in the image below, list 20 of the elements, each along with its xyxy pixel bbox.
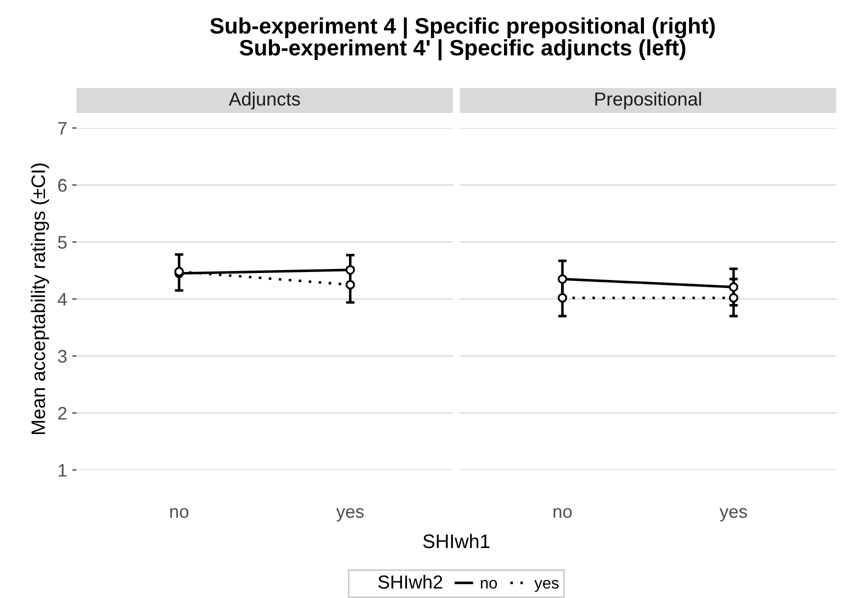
y-tick-label: 5 <box>58 236 67 249</box>
chart-title: Prepositional <box>595 92 701 110</box>
x-tick-label: no <box>554 508 572 518</box>
chart-title: Adjuncts <box>228 92 300 110</box>
y-tick-label: 6 <box>58 178 67 192</box>
text: Sub-experiment 4 | Specific prepositional (right) Sub-experiment 4' | Specific adjuncts (left) <box>210 17 715 60</box>
x-tick-label: no <box>170 508 188 518</box>
y-tick-label: 3 <box>58 350 67 363</box>
legend-label: yes <box>534 580 559 592</box>
y-tick-label: 2 <box>58 406 66 420</box>
y-tick-label: 1 <box>58 464 66 477</box>
x-tick-label: yes <box>720 508 747 522</box>
y-tick-label: 7 <box>58 122 66 135</box>
x-tick-label: yes <box>336 508 364 522</box>
y-tick-label: 4 <box>58 293 67 306</box>
x-axis-title: SHIwh1 <box>423 534 490 548</box>
point <box>346 280 355 290</box>
y-axis-title: Mean acceptability ratings (±CI) <box>30 164 50 434</box>
legend-title: SHIwh2 <box>378 574 442 589</box>
legend-label: no <box>480 580 497 589</box>
